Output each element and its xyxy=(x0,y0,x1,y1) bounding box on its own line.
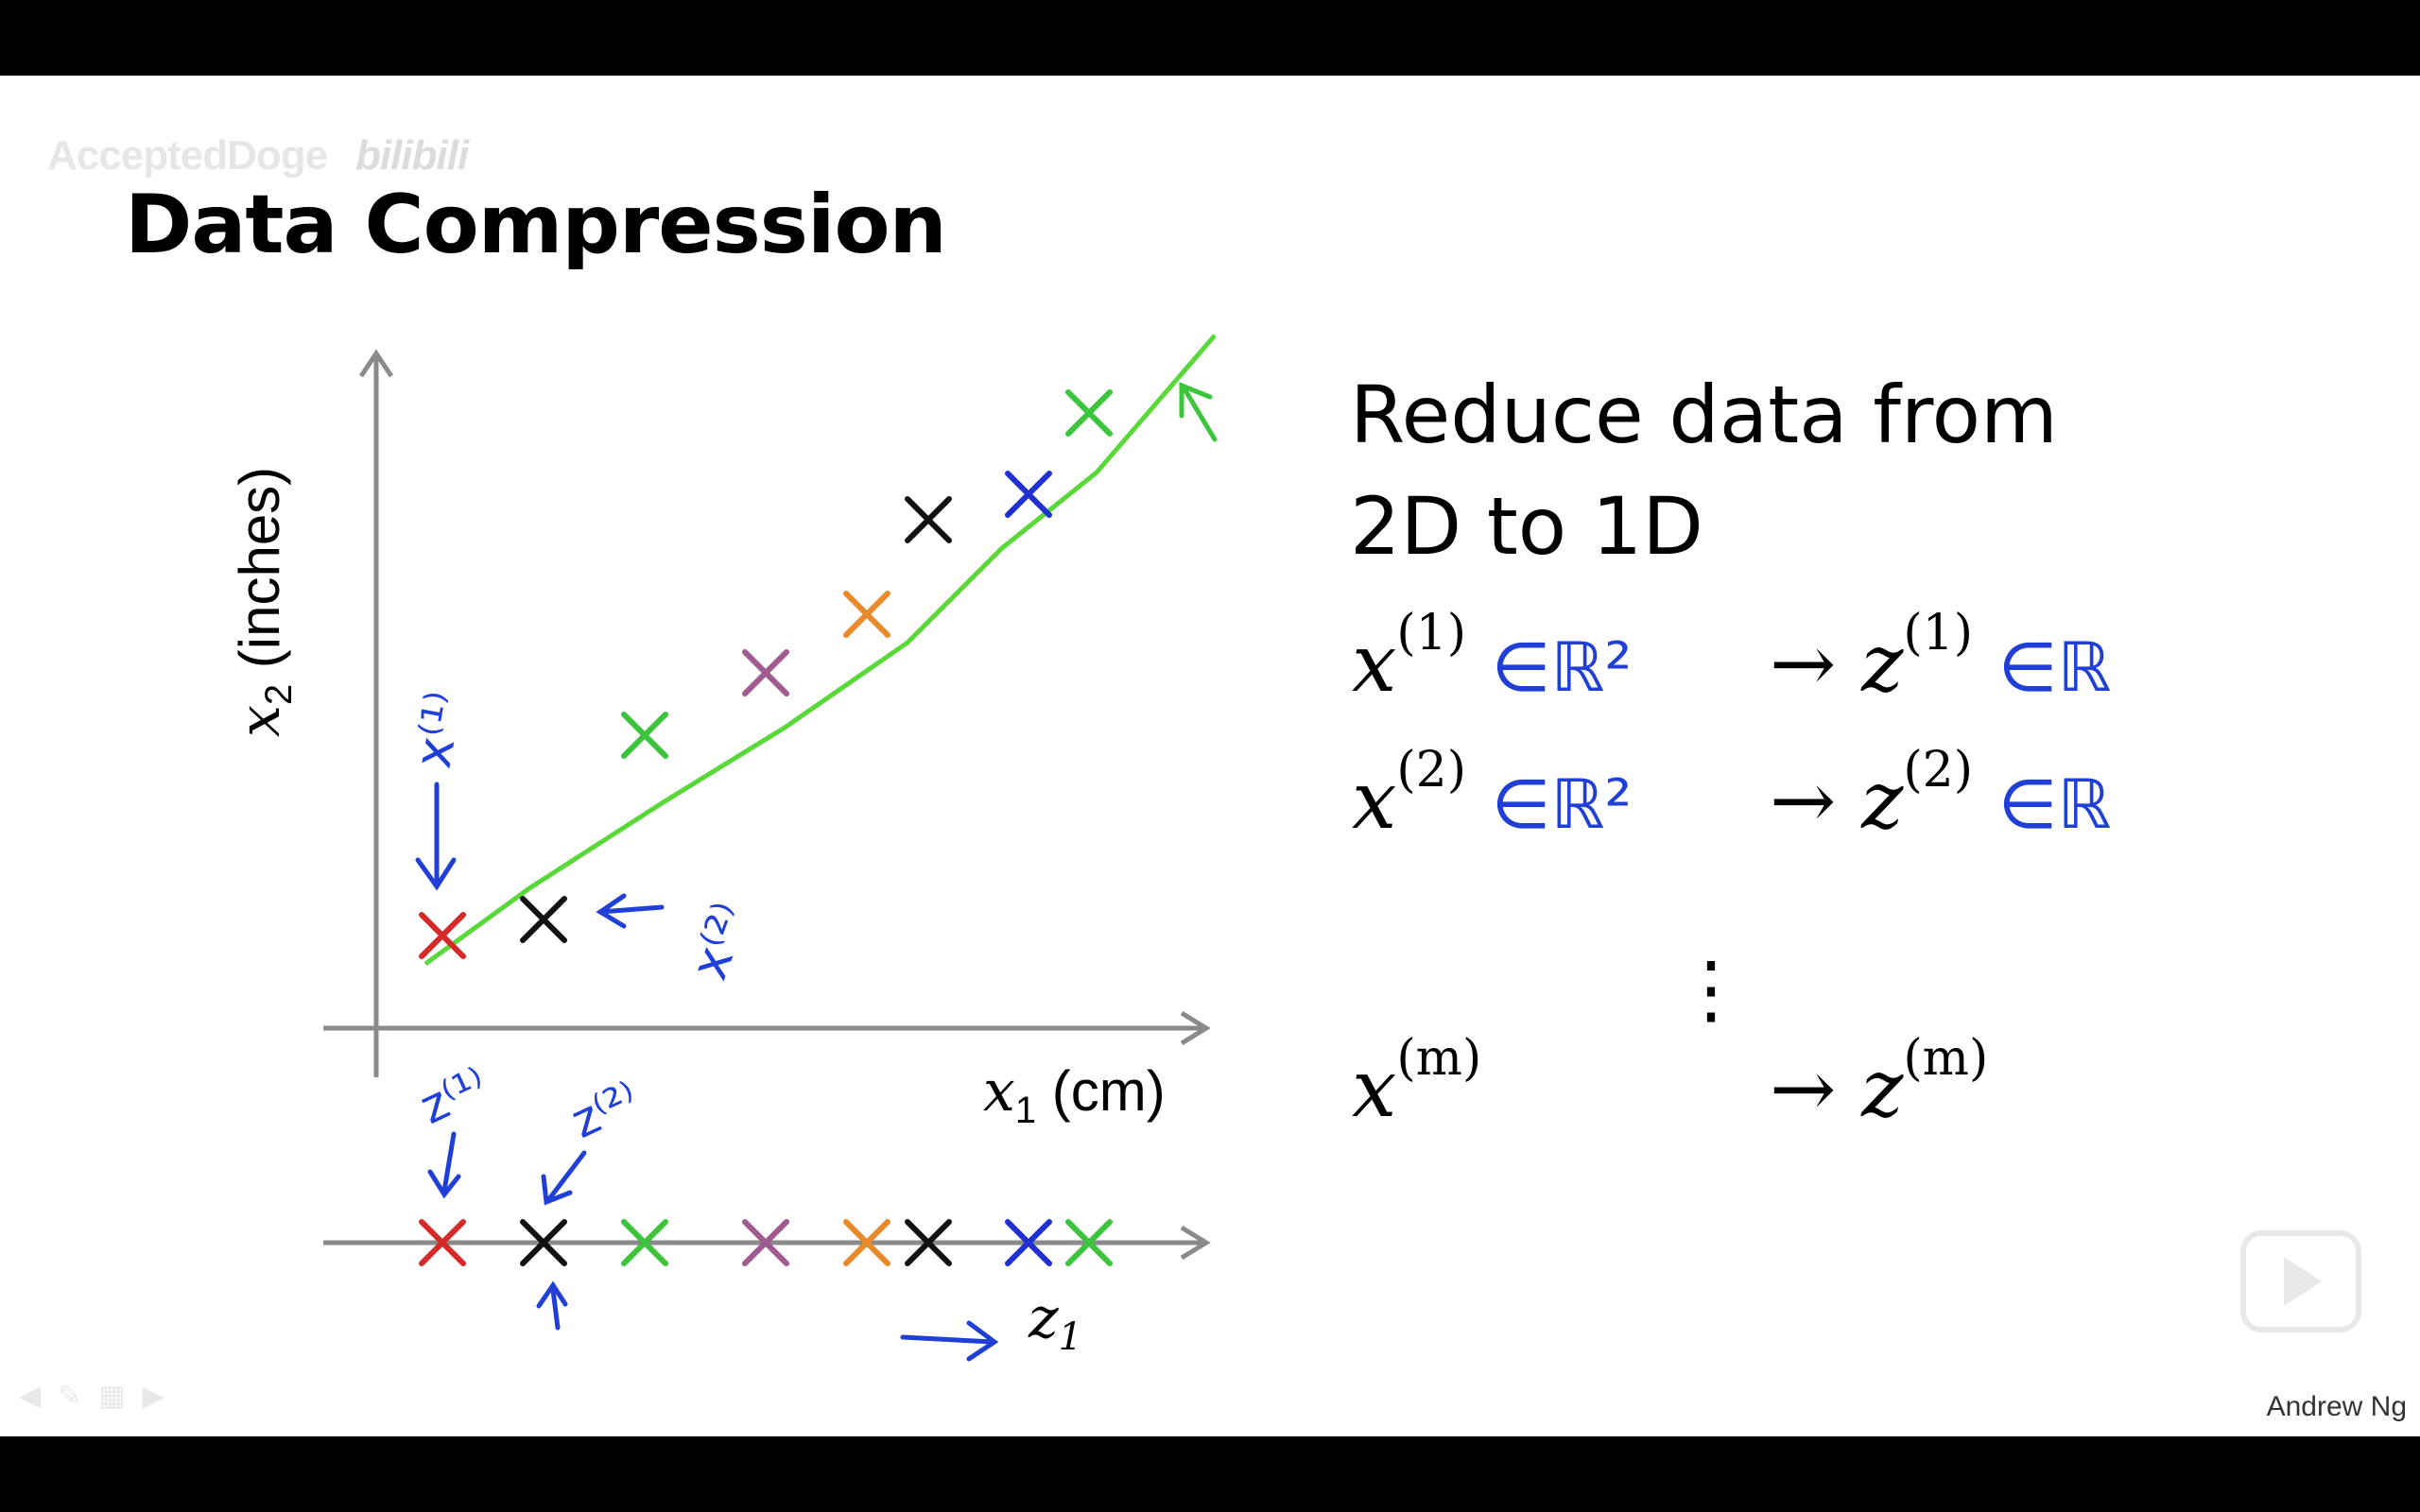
projected-point-marker xyxy=(1065,1219,1113,1266)
vertical-ellipsis: ⋮ xyxy=(1673,945,1749,1033)
projected-point-marker xyxy=(419,1219,466,1266)
line-arrowhead xyxy=(1179,382,1213,419)
watermark-text: AcceptedDoge xyxy=(47,132,328,179)
x1-handwritten-label: x⁽¹⁾ xyxy=(403,687,475,772)
x2-arrow xyxy=(597,904,665,915)
z-axis-arrowhead xyxy=(1180,1225,1211,1261)
up-arrow xyxy=(550,1287,561,1331)
y-axis-label: x2 (inches) xyxy=(227,466,300,737)
author-credit: Andrew Ng xyxy=(2266,1391,2407,1422)
projected-point-marker xyxy=(742,1219,789,1266)
data-point-marker xyxy=(843,591,890,638)
up-arrowhead xyxy=(536,1280,568,1309)
data-point-marker xyxy=(1005,471,1052,518)
z-axis-label: z1 xyxy=(1028,1285,1083,1359)
y-axis-arrowhead xyxy=(358,349,394,378)
z-direction-arrowhead xyxy=(966,1320,999,1362)
data-point-marker xyxy=(520,896,567,943)
line-direction-annotation xyxy=(1179,382,1218,442)
mapping-row-m-target: → z(m) xyxy=(1770,1030,1989,1135)
data-point-marker xyxy=(1065,389,1113,437)
forward-icon[interactable]: ▶ xyxy=(142,1381,182,1412)
scatter-plot: x⁽¹⁾ x⁽²⁾ z⁽¹⁾ z⁽²⁾ xyxy=(323,334,1218,1362)
x1-arrowhead xyxy=(415,857,457,891)
projection-line xyxy=(424,334,1217,967)
data-point-marker xyxy=(905,496,952,543)
reduce-heading: Reduce data from 2D to 1D xyxy=(1350,359,2058,582)
projected-points xyxy=(419,1219,1113,1266)
x2-domain-mark: ∈ℝ² xyxy=(1491,765,1633,844)
z1-arrow xyxy=(441,1131,457,1194)
player-controls[interactable]: ◀✎▦▶ xyxy=(19,1380,182,1413)
data-point-marker xyxy=(742,649,789,696)
mapping-row-2-target: → z(2) ∈ℝ xyxy=(1770,742,2112,847)
data-point-marker xyxy=(621,712,668,759)
mapping-row-1-target: → z(1) ∈ℝ xyxy=(1770,605,2112,710)
line-arrow xyxy=(1181,385,1218,442)
slide-title: Data Compression xyxy=(125,178,947,272)
z1-domain-mark: ∈ℝ xyxy=(1997,627,2112,707)
projected-point-marker xyxy=(621,1219,668,1266)
projected-point-marker xyxy=(905,1219,952,1266)
menu-icon[interactable]: ▦ xyxy=(98,1381,143,1412)
x2-arrowhead xyxy=(596,893,627,929)
watermark: AcceptedDoge bilibili xyxy=(47,132,469,180)
handwritten-annotations xyxy=(415,782,999,1362)
data-points xyxy=(419,389,1113,959)
z2-arrowhead xyxy=(541,1174,573,1206)
mapping-row-2: x(2) ∈ℝ² xyxy=(1352,742,1633,847)
x2-handwritten-label: x⁽²⁾ xyxy=(679,896,761,988)
x-axis-arrowhead xyxy=(1180,1010,1211,1046)
z2-arrow xyxy=(545,1150,587,1203)
projected-point-marker xyxy=(1005,1219,1052,1266)
z1-handwritten-label: z⁽¹⁾ xyxy=(412,1057,496,1135)
x1-domain-mark: ∈ℝ² xyxy=(1491,627,1633,707)
z2-handwritten-label: z⁽²⁾ xyxy=(563,1071,648,1149)
slide: AcceptedDoge bilibili Data Compression xyxy=(0,76,2420,1436)
back-icon[interactable]: ◀ xyxy=(19,1381,59,1412)
data-point-marker xyxy=(419,912,466,959)
bilibili-logo-icon: bilibili xyxy=(355,132,469,179)
z1-arrowhead xyxy=(427,1169,461,1199)
play-icon xyxy=(2284,1257,2322,1306)
x-axis-label: x1 (cm) xyxy=(983,1058,1166,1131)
mapping-row-m: x(m) xyxy=(1352,1030,1482,1135)
z2-domain-mark: ∈ℝ xyxy=(1997,765,2112,844)
mapping-row-1: x(1) ∈ℝ² xyxy=(1352,605,1633,710)
projected-point-marker xyxy=(520,1219,567,1266)
reduce-line-1: Reduce data from xyxy=(1350,369,2058,461)
play-button[interactable] xyxy=(2240,1230,2361,1332)
projected-point-marker xyxy=(843,1219,890,1266)
reduce-line-2: 2D to 1D xyxy=(1350,480,1703,573)
pen-icon[interactable]: ✎ xyxy=(58,1381,99,1412)
z-direction-arrow xyxy=(900,1334,995,1345)
